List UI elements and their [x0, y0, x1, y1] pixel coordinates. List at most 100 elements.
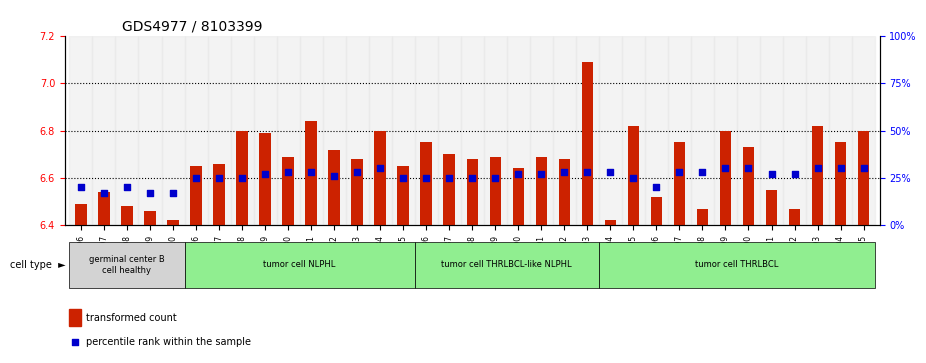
- Point: [143, 190, 157, 196]
- Bar: [766, 190, 777, 225]
- Point: [96, 190, 111, 196]
- Bar: [760, 36, 783, 225]
- Bar: [668, 36, 691, 225]
- Text: germinal center B
cell healthy: germinal center B cell healthy: [89, 255, 165, 275]
- Bar: [277, 36, 300, 225]
- Bar: [190, 166, 202, 225]
- Point: [764, 171, 779, 177]
- Bar: [161, 36, 184, 225]
- Point: [580, 169, 594, 175]
- Bar: [121, 206, 132, 225]
- Bar: [644, 36, 668, 225]
- Bar: [420, 143, 432, 225]
- Point: [395, 175, 410, 181]
- Point: [488, 175, 503, 181]
- Bar: [282, 156, 294, 225]
- Bar: [535, 156, 547, 225]
- Bar: [783, 36, 806, 225]
- Bar: [306, 121, 317, 225]
- Point: [833, 166, 848, 171]
- Point: [672, 169, 687, 175]
- Bar: [558, 159, 570, 225]
- Point: [810, 166, 825, 171]
- Point: [557, 169, 571, 175]
- Point: [465, 175, 480, 181]
- Bar: [213, 164, 225, 225]
- Bar: [696, 209, 708, 225]
- Point: [511, 171, 526, 177]
- Bar: [582, 62, 594, 225]
- Text: tumor cell THRLBCL: tumor cell THRLBCL: [695, 261, 779, 269]
- Point: [741, 166, 756, 171]
- Bar: [483, 36, 507, 225]
- Bar: [852, 36, 875, 225]
- Text: cell type  ►: cell type ►: [9, 260, 65, 270]
- FancyBboxPatch shape: [415, 242, 599, 288]
- Bar: [231, 36, 254, 225]
- Point: [386, 202, 401, 208]
- Point: [257, 171, 272, 177]
- Bar: [461, 36, 483, 225]
- Point: [281, 169, 295, 175]
- Bar: [857, 131, 870, 225]
- Point: [534, 171, 549, 177]
- Bar: [599, 36, 622, 225]
- Point: [189, 175, 204, 181]
- Bar: [691, 36, 714, 225]
- Point: [373, 166, 388, 171]
- Bar: [835, 143, 846, 225]
- Point: [166, 190, 181, 196]
- Bar: [605, 220, 616, 225]
- Point: [695, 169, 710, 175]
- Point: [304, 169, 319, 175]
- Bar: [651, 197, 662, 225]
- Bar: [254, 36, 277, 225]
- Point: [73, 184, 88, 190]
- Bar: [490, 156, 501, 225]
- Bar: [93, 36, 116, 225]
- Point: [718, 166, 732, 171]
- Bar: [806, 36, 829, 225]
- Bar: [392, 36, 415, 225]
- Bar: [374, 131, 386, 225]
- Bar: [720, 131, 732, 225]
- Point: [234, 175, 249, 181]
- Bar: [369, 36, 392, 225]
- Bar: [397, 166, 409, 225]
- Text: tumor cell NLPHL: tumor cell NLPHL: [263, 261, 336, 269]
- FancyBboxPatch shape: [69, 242, 184, 288]
- Bar: [168, 220, 179, 225]
- Bar: [438, 36, 461, 225]
- Bar: [743, 147, 755, 225]
- Point: [327, 173, 342, 179]
- Bar: [444, 154, 455, 225]
- Bar: [415, 36, 438, 225]
- Bar: [69, 309, 81, 326]
- FancyBboxPatch shape: [184, 242, 415, 288]
- Bar: [737, 36, 760, 225]
- Point: [442, 175, 457, 181]
- FancyBboxPatch shape: [599, 242, 875, 288]
- Bar: [322, 36, 345, 225]
- Bar: [144, 211, 156, 225]
- Bar: [513, 168, 524, 225]
- Point: [419, 175, 433, 181]
- Bar: [116, 36, 139, 225]
- Point: [350, 169, 365, 175]
- Bar: [75, 204, 87, 225]
- Point: [626, 175, 641, 181]
- Bar: [184, 36, 207, 225]
- Bar: [553, 36, 576, 225]
- Bar: [714, 36, 737, 225]
- Bar: [789, 209, 800, 225]
- Point: [119, 184, 134, 190]
- Point: [603, 169, 618, 175]
- Text: tumor cell THRLBCL-like NLPHL: tumor cell THRLBCL-like NLPHL: [442, 261, 572, 269]
- Bar: [507, 36, 530, 225]
- Bar: [576, 36, 599, 225]
- Text: transformed count: transformed count: [86, 313, 177, 323]
- Bar: [351, 159, 363, 225]
- Bar: [812, 126, 823, 225]
- Bar: [530, 36, 553, 225]
- Bar: [628, 126, 639, 225]
